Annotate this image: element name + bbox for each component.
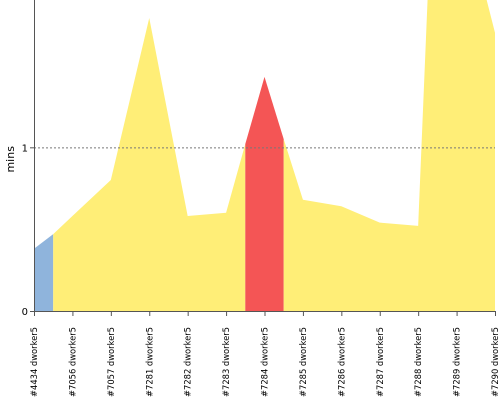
y-ticks: 01 [22, 143, 34, 318]
area-segment-3 [283, 0, 495, 311]
y-tick-label: 0 [22, 307, 28, 318]
x-tick-label: #7057 dworker5 [107, 327, 117, 397]
area-series [34, 0, 495, 312]
x-tick-label: #7285 dworker5 [299, 327, 309, 397]
x-tick-label: #7284 dworker5 [261, 327, 271, 397]
x-ticks: #4434 dworker5 #7056 dworker5 #7057 dworke… [30, 311, 500, 397]
x-tick-label: #7290 dworker5 [491, 327, 500, 397]
y-tick-label: 1 [22, 143, 28, 154]
x-tick-label: #4434 dworker5 [30, 327, 40, 397]
x-tick-label: #7289 dworker5 [453, 327, 463, 397]
area-segment-0 [34, 234, 54, 311]
x-tick-label: #7286 dworker5 [337, 327, 347, 397]
x-tick-label: #7282 dworker5 [184, 327, 194, 397]
x-tick-label: #7288 dworker5 [414, 327, 424, 397]
x-tick-label: #7056 dworker5 [68, 327, 78, 397]
x-tick-label: #7281 dworker5 [145, 327, 155, 397]
x-tick-label: #7287 dworker5 [376, 327, 386, 397]
x-tick-label: #7283 dworker5 [222, 327, 232, 397]
area-segment-1 [53, 18, 246, 311]
y-axis-title: mins [4, 146, 17, 173]
area-segment-2 [245, 76, 284, 312]
